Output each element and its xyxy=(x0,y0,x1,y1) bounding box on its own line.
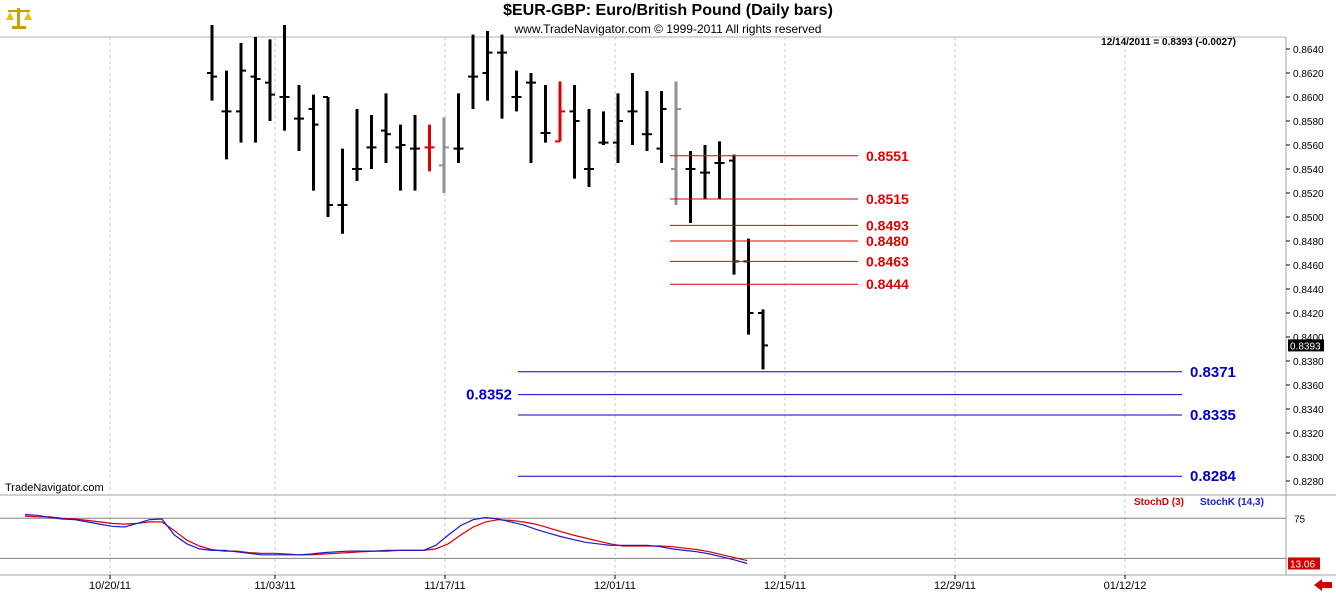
y-tick-label: 0.8560 xyxy=(1293,141,1324,152)
x-tick-label: 11/17/11 xyxy=(424,580,465,592)
ohlc-bar xyxy=(526,73,536,163)
blue-level-label: 0.8284 xyxy=(1190,468,1237,485)
y-tick-label: 0.8600 xyxy=(1293,93,1324,104)
stoch-series-line xyxy=(24,515,748,562)
red-level-label: 0.8444 xyxy=(866,276,909,292)
ohlc-bar xyxy=(482,31,493,101)
y-tick-label: 0.8400 xyxy=(1293,333,1324,344)
ohlc-bar xyxy=(337,148,348,234)
stoch-last-label: 13.06 xyxy=(1290,559,1315,570)
ohlc-bar xyxy=(555,81,565,143)
ohlc-bar xyxy=(250,37,261,143)
x-tick-label: 12/29/11 xyxy=(934,580,976,592)
ohlc-bar xyxy=(424,124,435,172)
ohlc-bar xyxy=(439,117,449,193)
left-arrow-icon[interactable] xyxy=(1312,578,1334,592)
red-level-label: 0.8551 xyxy=(866,148,909,164)
ohlc-bar xyxy=(308,94,319,191)
y-tick-label: 0.8460 xyxy=(1293,261,1324,272)
ohlc-bar xyxy=(395,124,406,191)
x-tick-label: 12/01/11 xyxy=(594,580,636,592)
y-tick-label: 0.8620 xyxy=(1293,69,1324,80)
ohlc-bar xyxy=(613,93,623,163)
y-tick-label: 0.8500 xyxy=(1293,213,1324,224)
y-tick-label: 0.8520 xyxy=(1293,189,1324,200)
ohlc-bar xyxy=(352,109,362,181)
ohlc-bar xyxy=(265,39,275,121)
ohlc-bar xyxy=(584,109,594,187)
blue-level-label: 0.8352 xyxy=(466,387,512,404)
y-tick-label: 0.8580 xyxy=(1293,117,1324,128)
y-tick-label: 0.8300 xyxy=(1293,453,1324,464)
y-tick-label: 0.8340 xyxy=(1293,405,1324,416)
ohlc-bar xyxy=(627,73,638,145)
ohlc-bar xyxy=(714,141,725,199)
ohlc-bar xyxy=(410,115,420,191)
ohlc-bar xyxy=(700,145,710,199)
watermark-text: TradeNavigator.com xyxy=(5,482,104,494)
ohlc-bar xyxy=(569,85,580,179)
ohlc-bar xyxy=(685,151,696,223)
scales-logo-icon xyxy=(6,8,32,29)
ohlc-bar xyxy=(236,43,246,143)
x-tick-label: 12/15/11 xyxy=(764,580,806,592)
y-tick-label: 0.8440 xyxy=(1293,285,1324,296)
y-tick-label: 0.8360 xyxy=(1293,381,1324,392)
stoch-series-line xyxy=(24,514,748,565)
copyright-subtitle: www.TradeNavigator.com © 1999-2011 All r… xyxy=(514,22,822,36)
ohlc-bar xyxy=(221,70,232,160)
y-tick-label: 0.8420 xyxy=(1293,309,1324,320)
stoch-last-box xyxy=(1288,557,1320,570)
ohlc-bar xyxy=(294,85,304,151)
blue-level-label: 0.8335 xyxy=(1190,407,1236,424)
ohlc-bar xyxy=(758,309,768,370)
y-tick-label: 0.8280 xyxy=(1293,477,1324,488)
x-tick-label: 11/03/11 xyxy=(254,580,295,592)
last-price-info: 12/14/2011 = 0.8393 (-0.0027) xyxy=(1101,37,1236,48)
ohlc-bar xyxy=(598,111,609,145)
red-level-label: 0.8515 xyxy=(866,191,909,207)
ohlc-bar xyxy=(366,115,377,169)
red-level-label: 0.8463 xyxy=(866,253,909,269)
ohlc-bar xyxy=(671,81,681,205)
blue-level-label: 0.8371 xyxy=(1190,364,1236,381)
ohlc-bar xyxy=(642,91,652,151)
ohlc-bar xyxy=(729,154,739,275)
ohlc-bar xyxy=(511,70,522,112)
stoch-tick-label: 75 xyxy=(1294,514,1306,525)
y-tick-label: 0.8480 xyxy=(1293,237,1324,248)
x-tick-label: 01/12/12 xyxy=(1104,580,1147,592)
ohlc-bar xyxy=(540,85,551,143)
y-tick-label: 0.8320 xyxy=(1293,429,1324,440)
ohlc-bar xyxy=(323,96,333,217)
red-level-label: 0.8493 xyxy=(866,217,909,233)
ohlc-bar xyxy=(381,93,391,163)
x-tick-label: 10/20/11 xyxy=(89,580,131,592)
last-price-box xyxy=(1288,339,1324,352)
ohlc-bar xyxy=(743,238,754,335)
chart-title: $EUR-GBP: Euro/British Pound (Daily bars… xyxy=(503,2,833,19)
y-tick-label: 0.8540 xyxy=(1293,165,1324,176)
legend-stochd: StochD (3) xyxy=(1134,497,1184,508)
red-level-label: 0.8480 xyxy=(866,233,909,249)
ohlc-bar xyxy=(207,25,217,101)
ohlc-bar xyxy=(468,34,478,109)
ohlc-bar xyxy=(497,34,507,119)
y-tick-label: 0.8380 xyxy=(1293,357,1324,368)
last-price-label: 0.8393 xyxy=(1290,341,1321,352)
legend-stochk: StochK (14,3) xyxy=(1200,497,1264,508)
y-tick-label: 0.8640 xyxy=(1293,45,1324,56)
ohlc-bar xyxy=(656,91,667,163)
ohlc-bar xyxy=(453,93,464,163)
ohlc-bar xyxy=(279,25,290,131)
